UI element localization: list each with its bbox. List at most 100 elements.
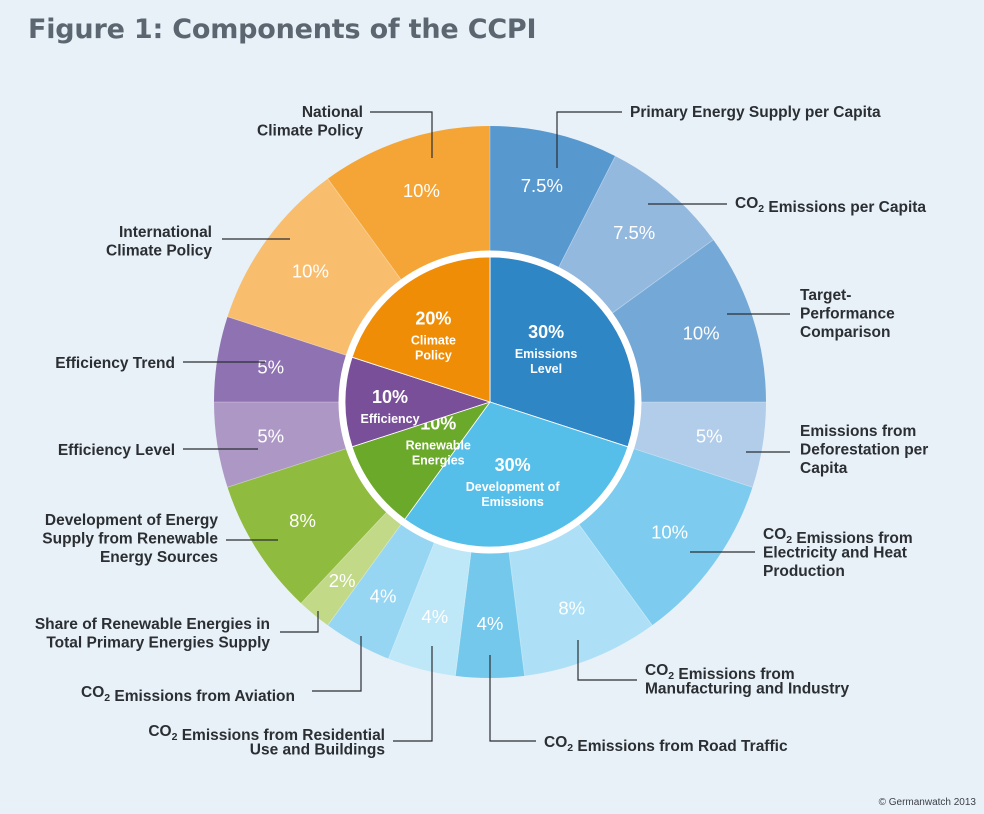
outer-slice-co2-emissions-from-electricity-and-heat-production [578, 448, 753, 626]
outer-slice-international-climate-policy [227, 178, 402, 356]
category-label-international-climate-policy: International [119, 224, 212, 241]
category-label-co2-emissions-from-aviation: CO2 Emissions from Aviation [81, 684, 295, 705]
outer-percent-label: 7.5% [521, 175, 563, 196]
category-label-target-performance-comparison: Comparison [800, 324, 890, 341]
inner-percent-label: 30% [528, 322, 564, 342]
category-label-development-of-energy-supply-from-renewable-energy-sources: Development of Energy [45, 512, 218, 529]
outer-percent-label: 4% [421, 606, 448, 627]
outer-ring: 7.5% 7.5% 10% 5% 10% 8% 4% 4% 4% 2% 8% 5% 5% 10% 10% [214, 126, 766, 679]
outer-slice-primary-energy-supply-per-capita [490, 126, 616, 268]
category-label-emissions-from-deforestation-per-capita: Capita [800, 460, 848, 477]
outer-percent-label: 5% [257, 426, 284, 447]
outer-percent-label: 8% [558, 597, 585, 618]
inner-category-label: Emissions [515, 347, 578, 361]
category-label-co2-emissions-from-electricity-and-heat-production: CO2 Emissions from [763, 526, 913, 547]
inner-category-label: Policy [415, 349, 452, 363]
outer-percent-label: 4% [477, 613, 504, 634]
outer-slice-efficiency-trend [214, 316, 347, 402]
outer-percent-label: 10% [403, 180, 440, 201]
outer-slice-national-climate-policy [327, 126, 490, 280]
inner-category-label: Climate [411, 334, 456, 348]
leader-line-national-climate-policy [370, 111, 433, 158]
outer-slice-separator [327, 523, 402, 626]
leader-lines [183, 111, 790, 742]
outer-slice-co2-emissions-from-road-traffic [455, 551, 525, 679]
outer-percent-label: 8% [289, 510, 316, 531]
outer-slice-co2-emissions-from-residential-use-and-buildings [388, 542, 472, 676]
outer-slice-separator [508, 551, 525, 676]
outer-percent-label: 5% [696, 426, 723, 447]
outer-slice-separator [611, 239, 714, 314]
inner-slice-renewable-energies [351, 401, 492, 520]
outer-percent-label: 10% [683, 322, 720, 343]
leader-line-share-of-renewable-energies-in-total-primary-energies-supply [280, 611, 319, 633]
category-label-development-of-energy-supply-from-renewable-energy-sources: Energy Sources [100, 549, 218, 566]
outer-slice-emissions-from-deforestation-per-capita [633, 402, 766, 488]
outer-slice-separator [388, 542, 435, 659]
leader-line-co2-emissions-from-residential-use-and-buildings [393, 646, 433, 742]
category-label-co2-emissions-from-manufacturing-and-industry: CO2 Emissions from [645, 662, 795, 683]
outer-slice-separator [327, 178, 402, 281]
outer-slice-separator [633, 448, 753, 488]
leader-line-primary-energy-supply-per-capita [556, 111, 622, 168]
outer-slice-target-performance-comparison [612, 239, 766, 402]
inner-category-label: Emissions [481, 495, 544, 509]
category-label-co2-emissions-from-residential-use-and-buildings: Use and Buildings [250, 742, 385, 759]
outer-percent-label: 10% [651, 521, 688, 542]
inner-percent-label: 20% [415, 309, 451, 329]
category-label-national-climate-policy: Climate Policy [257, 123, 363, 140]
category-label-co2-emissions-per-capita: CO2 Emissions per Capita [735, 195, 926, 216]
category-label-national-climate-policy: National [302, 104, 363, 121]
outer-percent-label: 4% [370, 586, 397, 607]
category-label-co2-emissions-from-electricity-and-heat-production: Production [763, 563, 845, 580]
category-label-co2-emissions-from-road-traffic: CO2 Emissions from Road Traffic [544, 734, 788, 755]
leader-line-co2-emissions-from-road-traffic [489, 655, 536, 742]
outer-slice-separator [455, 551, 472, 676]
category-label-share-of-renewable-energies-in-total-primary-energies-supply: Total Primary Energies Supply [46, 635, 270, 652]
inner-category-label: Energies [412, 454, 465, 468]
inner-category-label: Efficiency [361, 412, 420, 426]
outer-percent-label: 5% [257, 356, 284, 377]
inner-percent-label: 30% [495, 455, 531, 475]
inner-slice-emissions-level [489, 256, 636, 448]
category-label-target-performance-comparison: Performance [800, 306, 895, 323]
outer-slice-co2-emissions-per-capita [558, 156, 714, 314]
inner-slice-efficiency [344, 356, 492, 448]
inner-slice-development-of-emissions [404, 401, 629, 548]
outer-percent-label: 2% [329, 570, 356, 591]
outer-slice-co2-emissions-from-manufacturing-and-industry [508, 524, 653, 676]
outer-slice-separator [558, 155, 616, 268]
category-label-efficiency-level: Efficiency Level [58, 442, 175, 459]
ring-divider [338, 250, 642, 554]
outer-slice-separator [300, 511, 387, 604]
inner-category-label: Development of [466, 480, 561, 494]
leader-line-co2-emissions-from-aviation [312, 636, 362, 692]
inner-category-label: Level [530, 362, 562, 376]
category-label-primary-energy-supply-per-capita: Primary Energy Supply per Capita [630, 104, 881, 121]
outer-slice-share-of-renewable-energies-in-total-primary-energies-supply [301, 512, 402, 626]
category-label-co2-emissions-from-electricity-and-heat-production: Electricity and Heat [763, 545, 907, 562]
category-label-efficiency-trend: Efficiency Trend [55, 355, 175, 372]
outer-slice-separator [578, 523, 653, 626]
category-label-co2-emissions-from-residential-use-and-buildings: CO2 Emissions from Residential [148, 723, 385, 744]
outer-slice-development-of-energy-supply-from-renewable-energy-sources [227, 448, 387, 604]
category-label-international-climate-policy: Climate Policy [106, 243, 212, 260]
category-label-emissions-from-deforestation-per-capita: Deforestation per [800, 442, 928, 459]
outer-percent-label: 10% [292, 261, 329, 282]
inner-percent-label: 10% [372, 387, 408, 407]
outer-slice-separator [227, 316, 347, 356]
outer-category-labels: Primary Energy Supply per Capita CO2 Emis… [35, 104, 929, 759]
category-label-co2-emissions-from-manufacturing-and-industry: Manufacturing and Industry [645, 681, 849, 698]
inner-slice-climate-policy [351, 256, 491, 403]
outer-slice-efficiency-level [214, 402, 347, 488]
outer-percent-label: 7.5% [613, 222, 655, 243]
category-label-target-performance-comparison: Target- [800, 287, 851, 304]
outer-slice-separator [227, 448, 347, 488]
category-label-development-of-energy-supply-from-renewable-energy-sources: Supply from Renewable [42, 531, 218, 548]
category-label-share-of-renewable-energies-in-total-primary-energies-supply: Share of Renewable Energies in [35, 616, 270, 633]
inner-category-label: Renewable [406, 439, 471, 453]
outer-slice-co2-emissions-from-aviation [327, 524, 435, 659]
leader-line-co2-emissions-from-manufacturing-and-industry [577, 640, 637, 681]
